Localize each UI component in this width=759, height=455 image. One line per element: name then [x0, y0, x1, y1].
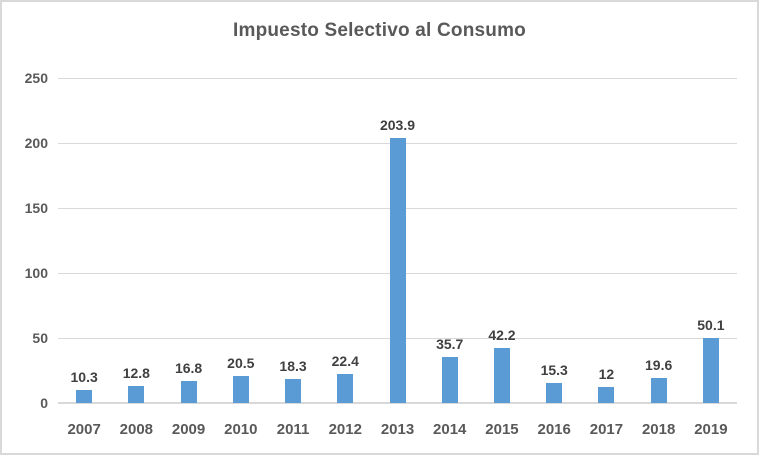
- bar-2011: [285, 379, 302, 403]
- plot-area: 10.3 12.8 16.8 20.5 18.3 22.4 203.9 35.7 42.2 15.…: [58, 77, 737, 404]
- data-label-2017: 12: [598, 366, 615, 383]
- data-label-2015: 42.2: [488, 327, 516, 344]
- x-axis-tick-label-2009: 2009: [171, 421, 206, 438]
- data-label-2019: 50.1: [697, 316, 725, 333]
- bar-2016: [546, 383, 563, 403]
- y-axis-tick-label: 150: [24, 200, 48, 216]
- y-axis-tick-label: 50: [32, 330, 48, 346]
- data-label-2011: 18.3: [279, 358, 307, 375]
- bar-2009: [180, 381, 197, 403]
- gridline-250: [58, 77, 737, 79]
- y-axis-tick-label: 100: [24, 265, 48, 281]
- bar-2019: [702, 337, 719, 403]
- bar-2017: [598, 387, 615, 403]
- data-label-2016: 15.3: [540, 362, 568, 379]
- bar-2007: [76, 389, 93, 403]
- data-label-2010: 20.5: [227, 355, 255, 372]
- x-axis-tick-label-2008: 2008: [119, 421, 154, 438]
- x-axis: 2007 2008 2009 2010 2011 2012 2013 2014 2015 2016…: [58, 413, 737, 445]
- bar-2013: [389, 137, 406, 403]
- x-axis-tick-label-2018: 2018: [641, 421, 676, 438]
- bar-2010: [232, 376, 249, 403]
- x-axis-tick-label-2016: 2016: [537, 421, 571, 438]
- chart-title: Impuesto Selectivo al Consumo: [233, 20, 526, 41]
- x-axis-tick-label-2011: 2011: [276, 421, 310, 438]
- y-axis-tick-label: 200: [24, 135, 48, 151]
- bar-2014: [441, 356, 458, 403]
- data-label-2008: 12.8: [122, 365, 150, 382]
- y-axis-tick-label: 0: [40, 395, 48, 411]
- x-axis-tick-label-2014: 2014: [433, 421, 467, 438]
- data-label-2014: 35.7: [436, 335, 464, 352]
- y-axis-tick-label: 250: [24, 70, 48, 86]
- x-axis-tick-label-2013: 2013: [380, 421, 415, 438]
- data-label-2013: 203.9: [379, 116, 416, 133]
- bar-2018: [650, 377, 667, 403]
- data-label-2007: 10.3: [70, 368, 98, 385]
- data-label-2012: 22.4: [331, 352, 359, 369]
- x-axis-tick-label-2012: 2012: [328, 421, 362, 438]
- y-axis: 0 50 100 150 200 250: [2, 70, 48, 411]
- x-axis-line: [58, 402, 737, 404]
- x-axis-tick-label-2017: 2017: [589, 421, 624, 438]
- x-axis-tick-label-2015: 2015: [485, 421, 519, 438]
- x-axis-tick-label-2010: 2010: [224, 421, 258, 438]
- data-label-2009: 16.8: [174, 360, 203, 377]
- data-label-2018: 19.6: [645, 356, 673, 373]
- bar-2012: [337, 373, 354, 403]
- bar-2015: [493, 348, 510, 403]
- x-axis-tick-label-2007: 2007: [67, 421, 101, 438]
- x-axis-tick-label-2019: 2019: [694, 421, 728, 438]
- bar-2008: [128, 386, 145, 403]
